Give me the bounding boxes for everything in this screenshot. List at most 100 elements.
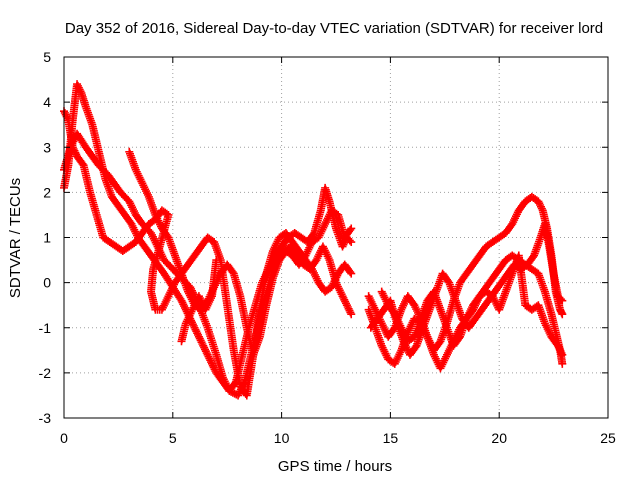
data-point xyxy=(346,268,355,277)
data-point xyxy=(73,80,82,89)
data-point xyxy=(68,143,77,152)
data-point xyxy=(444,277,453,286)
data-point xyxy=(191,325,200,334)
series-track-6 xyxy=(364,192,567,368)
series-track-4 xyxy=(125,147,356,359)
data-points xyxy=(60,80,567,400)
data-point xyxy=(187,318,196,327)
data-point xyxy=(339,293,348,302)
data-point xyxy=(207,359,216,368)
data-point xyxy=(554,343,563,352)
data-point xyxy=(556,295,565,304)
data-point xyxy=(212,256,221,265)
data-point xyxy=(344,304,353,313)
data-point xyxy=(345,236,354,245)
data-point xyxy=(202,349,211,358)
data-point xyxy=(70,146,79,155)
x-tick-label: 20 xyxy=(491,430,507,446)
data-point xyxy=(227,387,236,396)
data-point xyxy=(338,242,347,251)
data-point xyxy=(207,358,216,367)
data-point xyxy=(69,145,78,154)
data-point xyxy=(535,199,544,208)
data-point xyxy=(201,345,210,354)
data-point xyxy=(534,197,543,206)
data-point xyxy=(341,297,350,306)
data-point xyxy=(347,224,356,233)
chart-title: Day 352 of 2016, Sidereal Day-to-day VTE… xyxy=(65,20,603,37)
data-point xyxy=(346,308,355,317)
data-point xyxy=(74,83,83,92)
data-point xyxy=(230,379,239,388)
x-tick-label: 5 xyxy=(169,430,177,446)
x-axis-label: GPS time / hours xyxy=(278,458,392,475)
y-tick-label: -2 xyxy=(39,365,52,381)
data-point xyxy=(435,338,444,347)
data-point xyxy=(342,301,351,310)
data-point xyxy=(553,341,562,350)
data-point xyxy=(557,349,566,358)
data-point xyxy=(192,327,201,336)
data-point xyxy=(75,85,84,94)
data-point xyxy=(558,350,567,359)
data-point xyxy=(73,81,82,90)
data-point xyxy=(347,238,356,247)
data-point xyxy=(346,225,355,234)
data-point xyxy=(536,201,545,210)
x-tick-label: 25 xyxy=(600,430,616,446)
data-point xyxy=(339,240,348,249)
data-point xyxy=(389,325,398,334)
y-tick-label: 2 xyxy=(43,184,51,200)
data-point xyxy=(188,320,197,329)
x-tick-label: 15 xyxy=(383,430,399,446)
x-tick-label: 0 xyxy=(60,430,68,446)
data-point xyxy=(61,110,70,119)
data-point xyxy=(340,295,349,304)
data-point xyxy=(179,300,188,309)
data-point xyxy=(204,352,213,361)
data-point xyxy=(200,343,209,352)
data-point xyxy=(206,356,215,365)
data-point xyxy=(205,354,214,363)
data-point xyxy=(342,299,351,308)
data-point xyxy=(189,321,198,330)
data-point xyxy=(347,269,356,278)
data-point xyxy=(195,334,204,343)
y-tick-label: 5 xyxy=(43,49,51,65)
data-point xyxy=(537,204,546,213)
data-point xyxy=(454,334,463,343)
data-point xyxy=(555,345,564,354)
grid xyxy=(64,57,608,418)
x-tick-label: 10 xyxy=(274,430,290,446)
data-point xyxy=(338,292,347,301)
data-point xyxy=(558,296,567,305)
data-point xyxy=(196,336,205,345)
data-point xyxy=(343,302,352,311)
axes: 0 5 10 15 20 25 -3 -2 -1 0 1 2 3 4 5 xyxy=(39,49,616,446)
data-point xyxy=(345,306,354,315)
data-point xyxy=(194,332,203,341)
data-point xyxy=(528,253,537,262)
data-point xyxy=(198,339,207,348)
y-tick-label: 3 xyxy=(43,139,51,155)
data-point xyxy=(197,338,206,347)
series-track-7 xyxy=(366,219,567,359)
data-point xyxy=(558,310,567,319)
data-point xyxy=(411,343,420,352)
data-point xyxy=(180,302,189,311)
data-point xyxy=(558,359,567,368)
series-track-5 xyxy=(177,256,221,346)
data-point xyxy=(203,350,212,359)
data-point xyxy=(193,329,202,338)
y-tick-label: 4 xyxy=(43,94,51,110)
data-point xyxy=(63,114,72,123)
y-tick-label: 0 xyxy=(43,275,51,291)
data-point xyxy=(78,159,87,168)
y-tick-label: -3 xyxy=(39,410,52,426)
data-point xyxy=(60,108,69,117)
series-track-9 xyxy=(377,251,567,359)
data-point xyxy=(76,87,85,96)
data-point xyxy=(178,298,187,307)
y-tick-label: -1 xyxy=(39,320,52,336)
data-point xyxy=(177,296,186,305)
